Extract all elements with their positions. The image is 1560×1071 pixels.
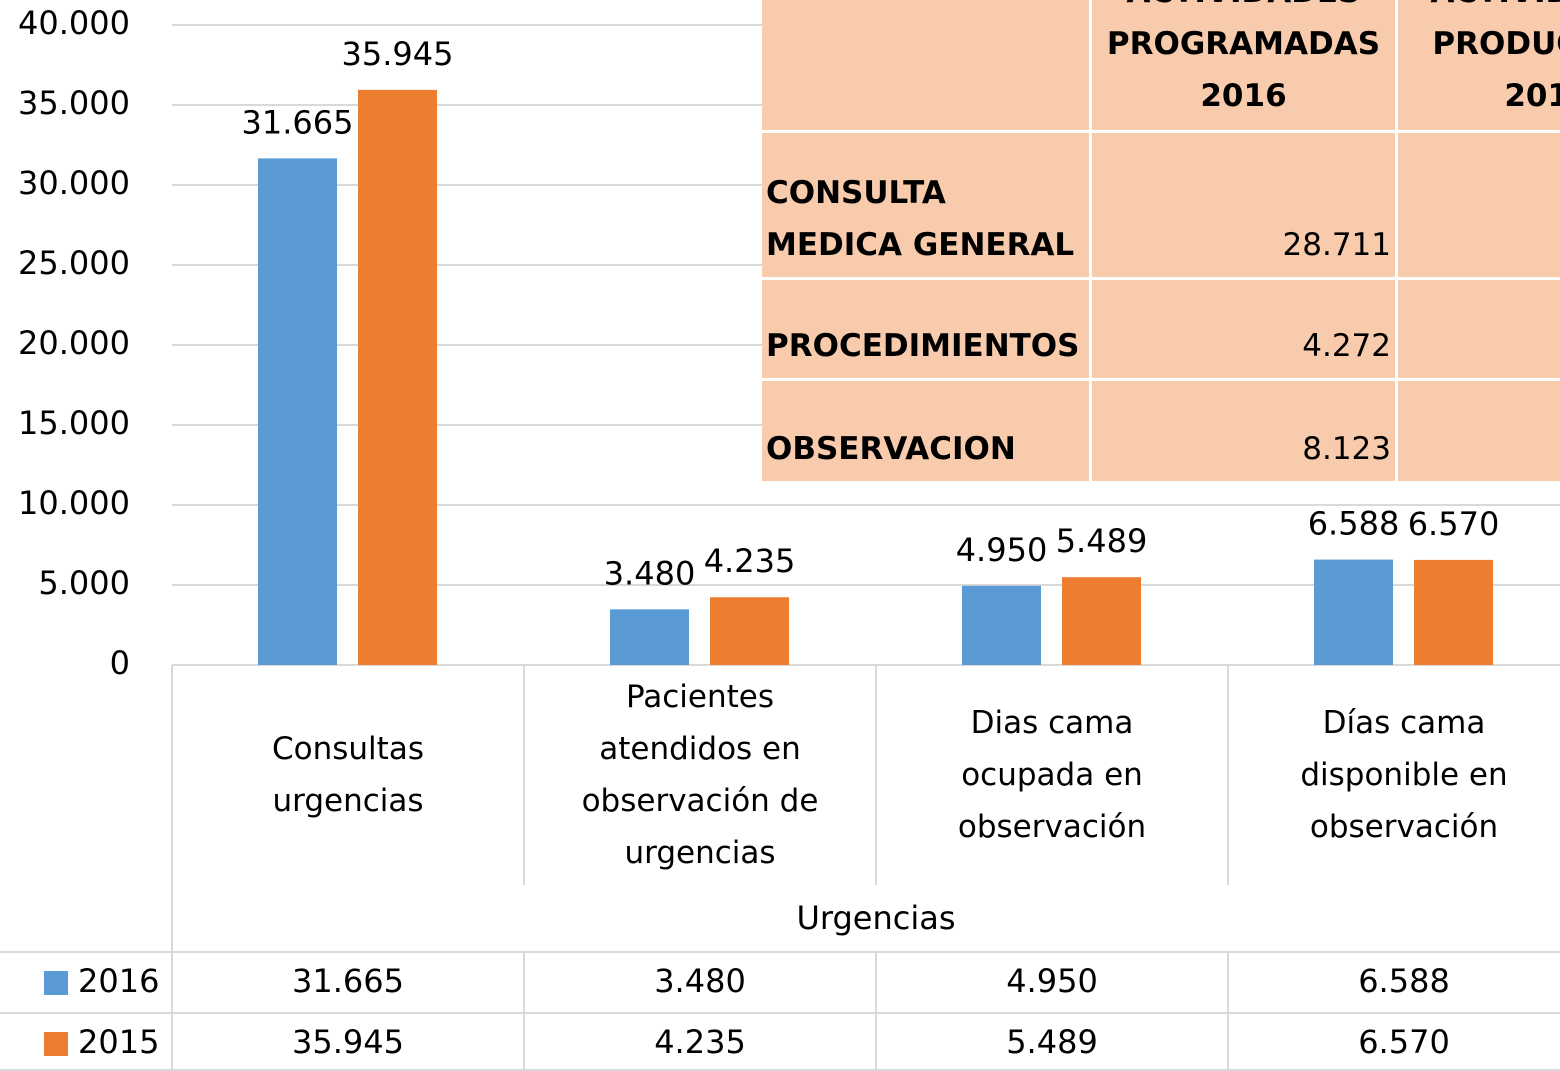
bar	[1062, 577, 1141, 665]
table-value: 28.711	[1092, 133, 1398, 280]
data-label: 5.489	[1056, 522, 1148, 560]
table-value: 4.235	[654, 1023, 746, 1061]
data-label: 3.480	[604, 554, 696, 592]
table-value: 5.489	[1006, 1023, 1098, 1061]
table-header: ACTIVIDADES PRODUCIDAS 2016	[1398, 0, 1560, 133]
table-value: 6.570	[1358, 1023, 1450, 1061]
table-value: 31.665	[292, 962, 404, 1000]
bar	[1414, 559, 1493, 665]
table-corner	[762, 0, 1092, 133]
table-value: 8.123	[1092, 381, 1398, 484]
y-tick-label: 0	[110, 644, 130, 682]
legend-label: 2016	[78, 962, 159, 1000]
bar	[610, 609, 689, 665]
table-value: 4.272	[1092, 280, 1398, 381]
table-value: 3.480	[654, 962, 746, 1000]
legend-swatch	[44, 1032, 68, 1056]
x-tick-label: Días cama disponible en observación	[1300, 705, 1508, 845]
table-value: 4.950	[1006, 962, 1098, 1000]
data-label: 6.570	[1408, 505, 1500, 543]
y-tick-label: 35.000	[18, 84, 130, 122]
y-tick-label: 25.000	[18, 244, 130, 282]
bar	[710, 597, 789, 665]
group-label: Urgencias	[796, 899, 955, 937]
table-row-label: PROCEDIMIENTOS	[762, 280, 1092, 381]
table-row-label: CONSULTA MEDICA GENERAL	[762, 133, 1092, 280]
y-tick-label: 10.000	[18, 484, 130, 522]
legend-swatch	[44, 971, 68, 995]
data-label: 31.665	[242, 103, 354, 141]
y-tick-label: 40.000	[18, 4, 130, 42]
x-tick-label: Consultas urgencias	[272, 731, 424, 819]
y-tick-label: 20.000	[18, 324, 130, 362]
bar	[1314, 559, 1393, 665]
table-cell	[1398, 381, 1560, 484]
data-label: 35.945	[342, 35, 454, 73]
y-tick-label: 15.000	[18, 404, 130, 442]
table-cell	[1398, 133, 1560, 280]
bar	[358, 89, 437, 665]
y-tick-label: 30.000	[18, 164, 130, 202]
table-row-label: OBSERVACION	[762, 381, 1092, 484]
x-tick-label: Pacientes atendidos en observación de ur…	[581, 679, 819, 871]
data-label: 6.588	[1308, 505, 1400, 543]
y-tick-label: 5.000	[38, 564, 130, 602]
table-header: ACTIVIDADES PROGRAMADAS 2016	[1092, 0, 1398, 133]
legend-label: 2015	[78, 1023, 159, 1061]
bar	[258, 158, 337, 666]
table-value: 6.588	[1358, 962, 1450, 1000]
table-cell	[1398, 280, 1560, 381]
bar	[962, 585, 1041, 665]
data-label: 4.235	[704, 542, 796, 580]
data-label: 4.950	[956, 531, 1048, 569]
table-value: 35.945	[292, 1023, 404, 1061]
x-tick-label: Dias cama ocupada en observación	[957, 705, 1147, 845]
